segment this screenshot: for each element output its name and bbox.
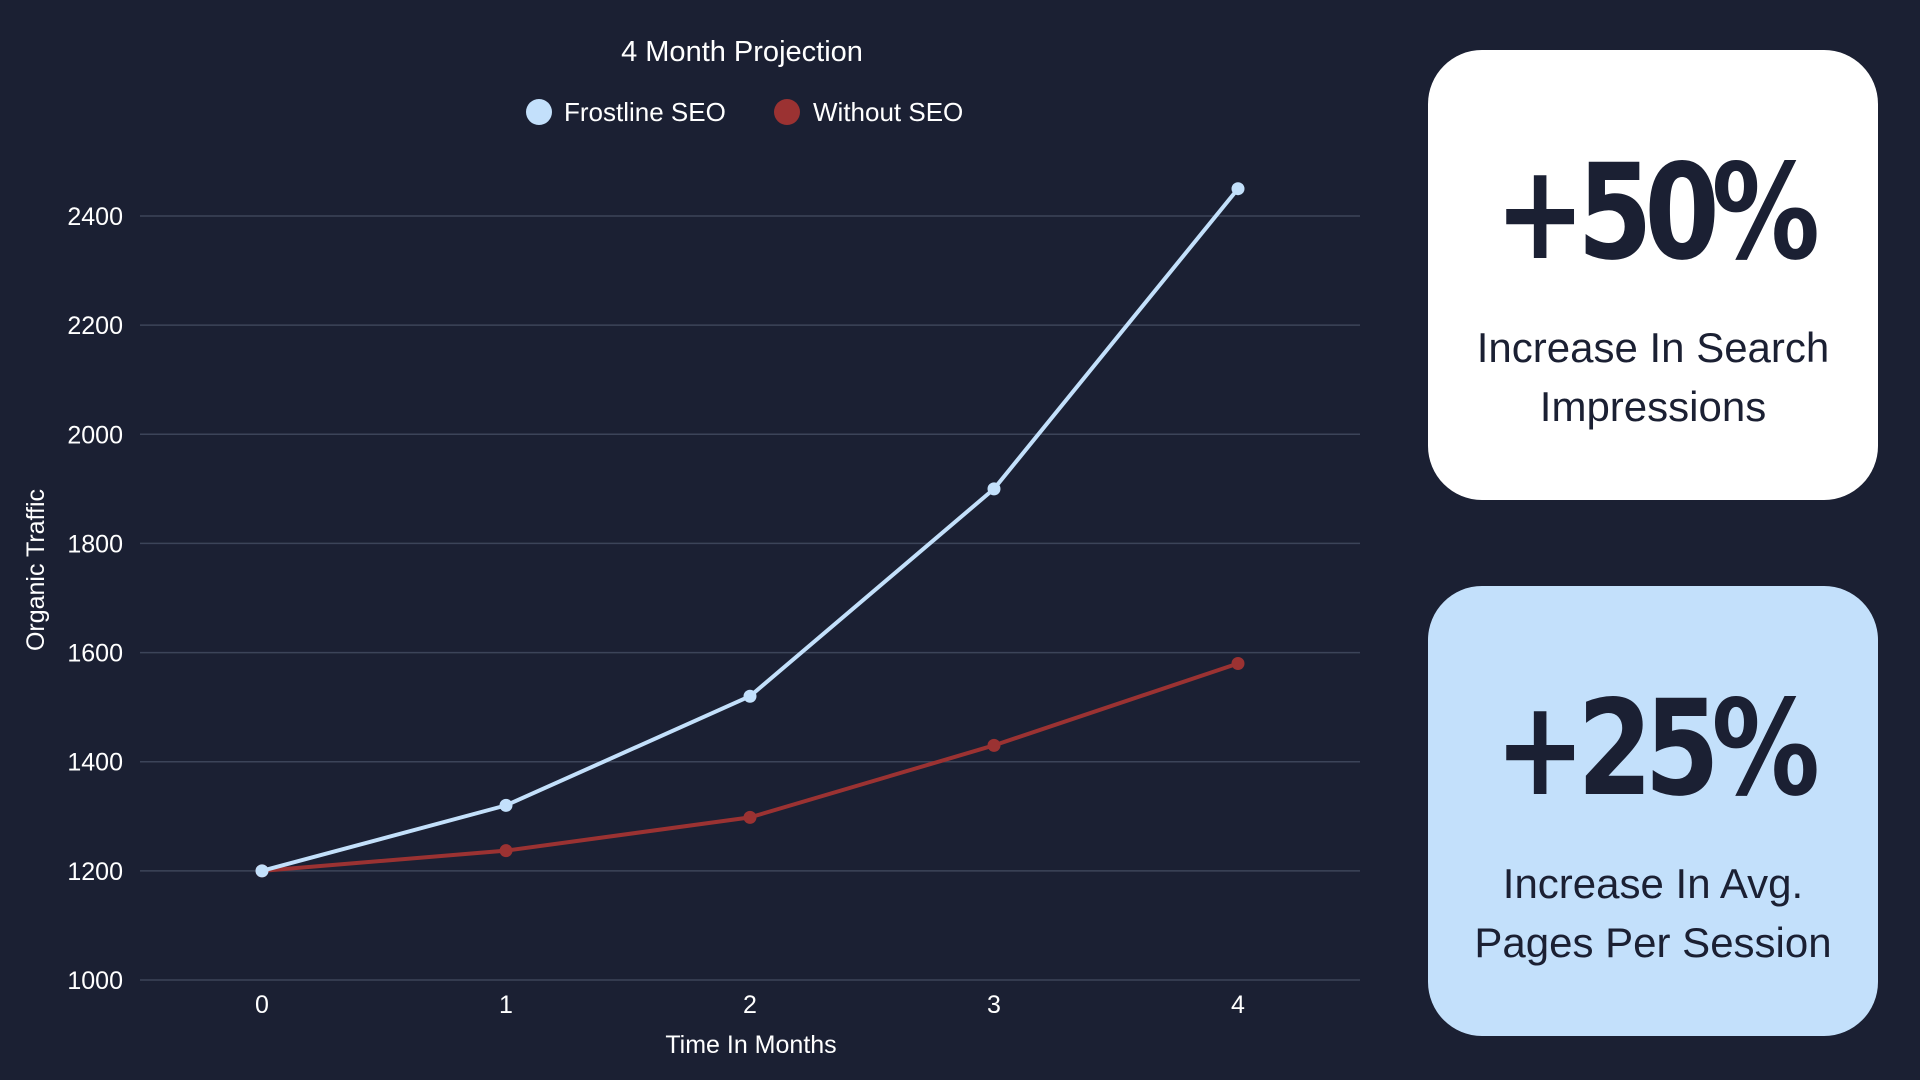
data-point-without-seo [743,810,757,824]
series-line-frostline-seo [261,187,1240,873]
y-axis-ticks: 1000 1200 1400 1600 1800 2000 2200 2400 [67,203,123,995]
data-point-frostline-seo [987,482,1001,496]
stat-description-line: Increase In Search [1476,324,1830,371]
stat-card-search-impressions: +50% Increase In Search Impressions [1428,50,1878,500]
stat-card-pages-per-session: +25% Increase In Avg. Pages Per Session [1428,586,1878,1036]
series-lines [255,182,1245,878]
y-tick-label: 2400 [67,203,123,231]
stat-description: Increase In Avg. Pages Per Session [1453,854,1853,972]
line-chart: 4 Month Projection Frostline SEO Without… [22,36,1360,1059]
stat-value: +25% [1494,672,1820,826]
data-point-without-seo [499,844,513,858]
y-axis-label: Organic Traffic [22,489,50,651]
data-point-frostline-seo [743,689,757,703]
x-tick-label: 1 [499,991,513,1019]
y-tick-label: 2200 [67,312,123,340]
stat-description-line: Increase In Avg. [1502,860,1804,907]
x-tick-label: 4 [1231,991,1245,1019]
stat-description-line: Pages Per Session [1474,919,1832,966]
y-tick-label: 1000 [67,967,123,995]
y-tick-label: 1600 [67,640,123,668]
x-tick-label: 0 [255,991,269,1019]
y-tick-label: 1200 [67,858,123,886]
x-axis-label: Time In Months [665,1031,836,1059]
y-tick-label: 2000 [67,421,123,449]
chart-title: 4 Month Projection [621,36,863,68]
x-axis-ticks: 0 1 2 3 4 [255,991,1245,1019]
data-point-without-seo [1231,656,1245,670]
data-point-frostline-seo [1231,182,1245,196]
legend-swatch-frostline [526,99,552,125]
y-tick-label: 1400 [67,749,123,777]
x-tick-label: 2 [743,991,757,1019]
legend-swatch-without-seo [774,99,800,125]
stat-value: +50% [1494,136,1820,290]
stat-description: Increase In Search Impressions [1453,318,1853,436]
x-tick-label: 3 [987,991,1001,1019]
legend-label-without-seo: Without SEO [813,97,963,127]
data-point-without-seo [987,738,1001,752]
legend: Frostline SEO Without SEO [526,97,963,127]
data-point-frostline-seo [255,864,269,878]
grid-lines [140,215,1360,981]
legend-label-frostline: Frostline SEO [564,97,726,127]
stat-description-line: Impressions [1539,383,1767,430]
data-point-frostline-seo [499,798,513,812]
y-tick-label: 1800 [67,530,123,558]
